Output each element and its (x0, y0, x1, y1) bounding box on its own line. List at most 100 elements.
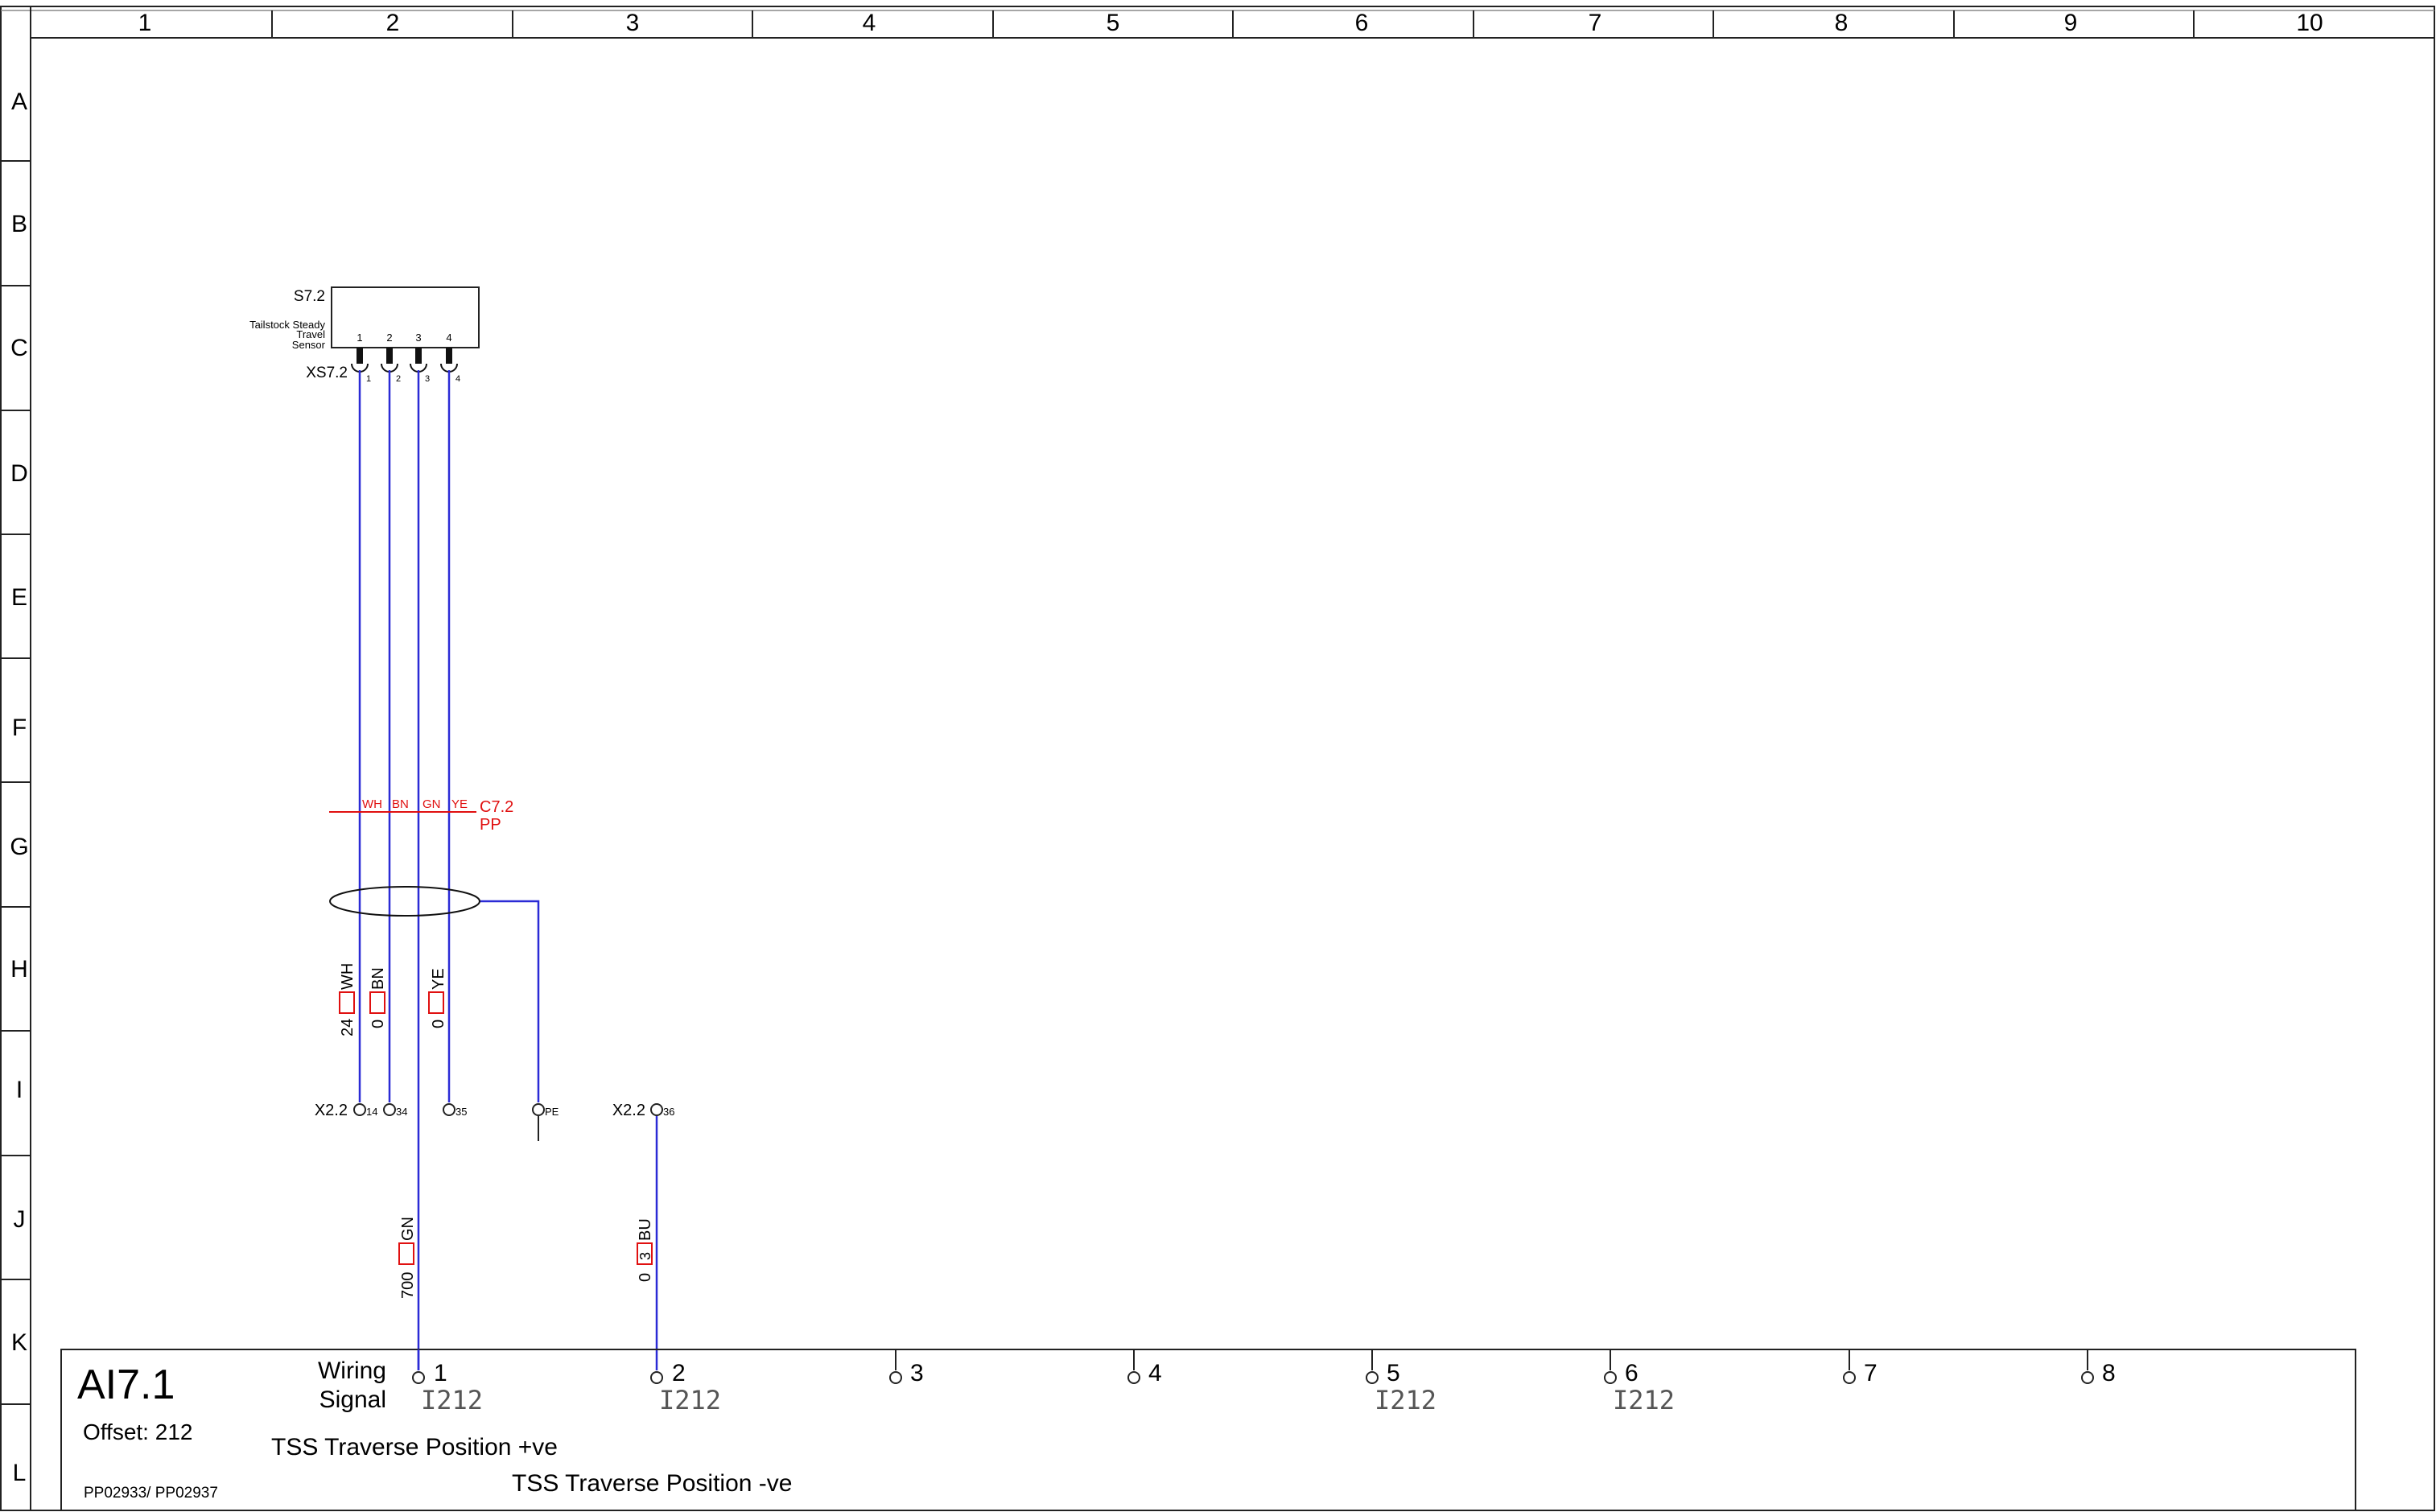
channel-tag: I212 (659, 1385, 721, 1415)
terminal-strip-ref: X2.2 (612, 1102, 645, 1119)
channel[interactable]: 6 I212 (1604, 1349, 1675, 1415)
column-label: 6 (1355, 10, 1369, 36)
terminal-number: PE (545, 1106, 559, 1118)
channel-terminal[interactable] (2081, 1371, 2094, 1384)
sensor-pin-label: 2 (386, 332, 392, 344)
channel-terminal[interactable] (1843, 1371, 1856, 1384)
io-box-frame (60, 1349, 2356, 1511)
cable-core-label: GN (422, 797, 441, 811)
connector-pin-label: 1 (366, 374, 371, 384)
sensor-pin (415, 348, 422, 364)
wire-shield (479, 900, 540, 1102)
marker-color: BU (637, 1218, 654, 1241)
terminal-strip-x2-2[interactable]: X2.2 14 34 35 PE X2.2 36 (315, 1102, 675, 1119)
marker-number: 0 (430, 1020, 447, 1028)
signal-description: TSS Traverse Position -ve (512, 1470, 792, 1497)
channel-number: 4 (1148, 1360, 1162, 1386)
marker-box (398, 1242, 414, 1265)
io-module-ai7-1[interactable]: AI7.1 Offset: 212 PP02933/ PP02937 Wirin… (60, 1349, 2356, 1511)
terminal-strip-ref: X2.2 (315, 1102, 348, 1119)
column-label: 4 (863, 10, 876, 36)
column-label: 8 (1835, 10, 1849, 36)
marker-color: GN (399, 1217, 417, 1241)
row-label: H (10, 956, 28, 983)
header-wiring: Wiring (318, 1358, 386, 1384)
channel-number: 6 (1625, 1360, 1638, 1386)
terminal[interactable] (532, 1103, 545, 1116)
shield-ellipse (329, 886, 480, 917)
channel-number: 7 (1864, 1360, 1877, 1386)
column-label: 5 (1107, 10, 1120, 36)
row-label: E (11, 584, 27, 611)
part-numbers: PP02933/ PP02937 (84, 1485, 218, 1502)
channel-tag: I212 (1613, 1385, 1675, 1415)
terminal[interactable] (353, 1103, 366, 1116)
sensor-body (331, 286, 480, 348)
sensor-pin (357, 348, 363, 364)
channel[interactable]: 4 (1127, 1349, 1162, 1386)
channel-terminal[interactable] (1604, 1371, 1617, 1384)
sensor-s7-2[interactable]: S7.2 Tailstock Steady Travel Sensor 1 2 … (249, 286, 480, 384)
channel-number: 8 (2102, 1360, 2116, 1386)
marker-box-label: 3 (637, 1252, 653, 1260)
cable-c7-2[interactable]: WH BN GN YE C7.2 PP (329, 797, 513, 917)
sensor-desc-line: Travel (296, 328, 325, 340)
channel[interactable]: 2 I212 (650, 1360, 721, 1415)
terminal[interactable] (383, 1103, 396, 1116)
cable-core-label: WH (362, 797, 382, 811)
column-label: 9 (2064, 10, 2078, 36)
channel[interactable]: 5 I212 (1366, 1349, 1436, 1415)
sensor-pin-label: 4 (446, 332, 451, 344)
row-label: G (10, 834, 28, 860)
sensor-pin (446, 348, 452, 364)
signal-description: TSS Traverse Position +ve (271, 1434, 558, 1461)
terminal-number: 35 (455, 1106, 467, 1118)
channel[interactable]: 7 (1843, 1349, 1877, 1386)
channel-tag: I212 (1375, 1385, 1436, 1415)
channel-terminal[interactable] (1366, 1371, 1379, 1384)
sensor-desc-line: Tailstock Steady (249, 319, 325, 331)
row-label: A (11, 89, 27, 115)
connector-pin-label: 2 (396, 374, 401, 384)
channel-number: 3 (910, 1360, 924, 1386)
channel-terminal[interactable] (889, 1371, 902, 1384)
marker-box (339, 991, 355, 1014)
channel[interactable]: 1 I212 (412, 1349, 483, 1415)
sensor-ref: S7.2 (294, 288, 325, 305)
sensor-pin (386, 348, 393, 364)
column-label: 3 (626, 10, 640, 36)
marker-number: 700 (399, 1272, 417, 1299)
module-offset: Offset: 212 (83, 1419, 192, 1444)
sensor-desc-line: Sensor (292, 339, 326, 351)
sensor-pin-label: 1 (357, 332, 362, 344)
row-header: A B C D E F G H I J K L (1, 89, 31, 1486)
marker-box (369, 991, 385, 1014)
marker-number: 0 (637, 1273, 654, 1282)
terminal-number: 36 (663, 1106, 674, 1118)
cable-core-label: YE (451, 797, 468, 811)
terminal[interactable] (443, 1103, 455, 1116)
marker-box (428, 991, 444, 1014)
channel-terminal[interactable] (650, 1371, 663, 1384)
marker-number: 24 (339, 1019, 357, 1036)
channel-tag: I212 (421, 1385, 483, 1415)
marker-number: 0 (369, 1020, 387, 1028)
channel[interactable]: 3 (889, 1349, 924, 1386)
row-label: I (16, 1077, 23, 1103)
sensor-pin-label: 3 (415, 332, 421, 344)
sheet-frame (0, 6, 2435, 1511)
row-label: D (10, 460, 28, 487)
marker-color: BN (369, 967, 387, 990)
header-signal: Signal (319, 1386, 386, 1413)
channel-terminal[interactable] (412, 1371, 425, 1384)
terminal-number: 34 (396, 1106, 407, 1118)
column-label: 7 (1589, 10, 1602, 36)
terminal[interactable] (650, 1103, 663, 1116)
channel-terminal[interactable] (1127, 1371, 1140, 1384)
marker-box (637, 1242, 653, 1265)
channel[interactable]: 8 (2081, 1349, 2116, 1386)
channel-number: 1 (434, 1360, 447, 1386)
row-label: K (11, 1329, 27, 1356)
channel-number: 2 (672, 1360, 686, 1386)
module-ref: AI7.1 (77, 1362, 175, 1408)
